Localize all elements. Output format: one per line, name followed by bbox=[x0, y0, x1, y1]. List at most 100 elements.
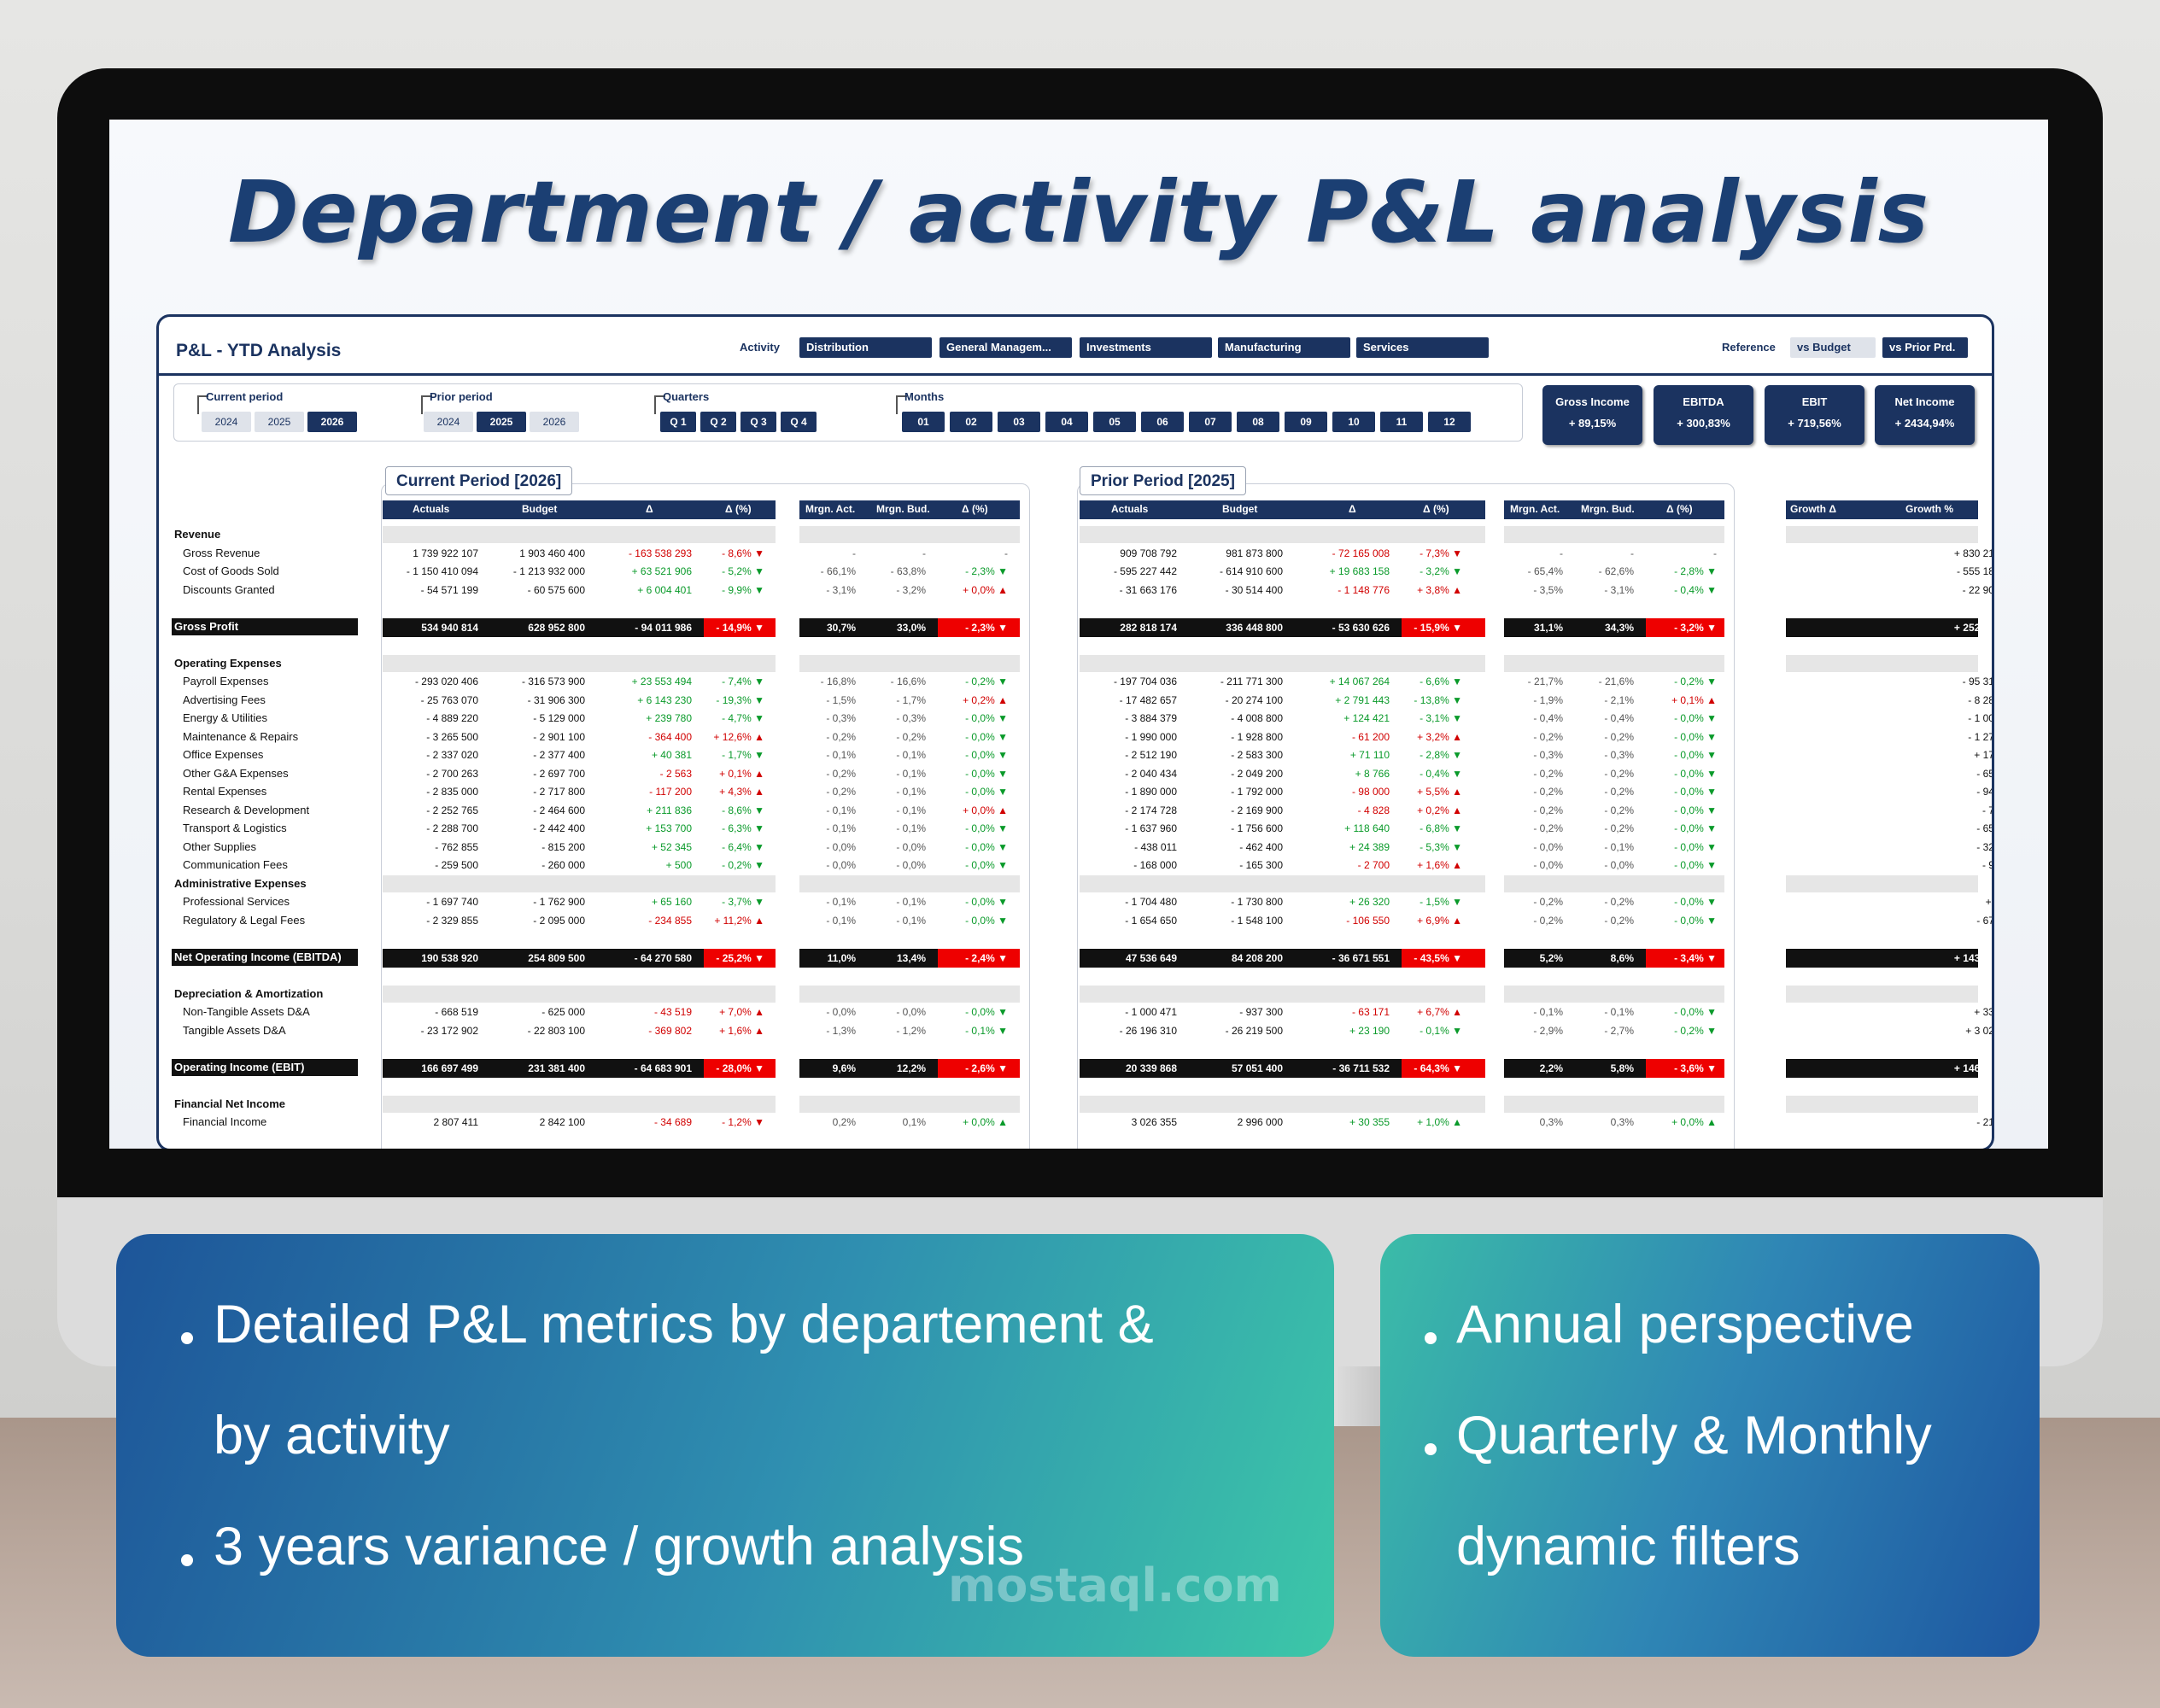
section-band bbox=[1080, 985, 1485, 1003]
growth-value: + 3 023 409 bbox=[1965, 1024, 1994, 1037]
current-value: - 0,2% ▼ bbox=[722, 859, 764, 871]
growth-header-bar bbox=[1786, 500, 1978, 519]
quarter-button[interactable]: Q 4 bbox=[781, 412, 817, 432]
prior-margin-value: - 0,1% bbox=[1604, 1006, 1634, 1018]
section-label: Administrative Expenses bbox=[174, 876, 307, 890]
month-button[interactable]: 04 bbox=[1045, 412, 1088, 432]
activity-chip[interactable]: Distribution bbox=[799, 337, 932, 358]
prior-margin-value: - 0,0% ▼ bbox=[1674, 786, 1717, 798]
prior-value: - 1 756 600 bbox=[1231, 822, 1283, 834]
prior-value: - 2 169 900 bbox=[1231, 804, 1283, 816]
subtotal-highlight bbox=[1646, 948, 1724, 968]
current-value: + 52 345 bbox=[651, 840, 692, 853]
prior-margin-value: - 0,0% ▼ bbox=[1674, 896, 1717, 908]
month-button[interactable]: 06 bbox=[1141, 412, 1184, 432]
quarter-button[interactable]: Q 2 bbox=[700, 412, 736, 432]
subtotal-value: 5,2% bbox=[1539, 951, 1563, 964]
month-button[interactable]: 08 bbox=[1237, 412, 1279, 432]
current-value: - 234 855 bbox=[648, 914, 692, 927]
prior-value: + 19 683 158 bbox=[1329, 565, 1390, 577]
prior-value: + 5,5% ▲ bbox=[1417, 786, 1462, 798]
current-margin-value: - 0,1% bbox=[896, 822, 926, 834]
activity-chip[interactable]: General Managem... bbox=[940, 337, 1072, 358]
current-value: - 4 889 220 bbox=[426, 712, 478, 724]
month-button[interactable]: 09 bbox=[1285, 412, 1327, 432]
month-button[interactable]: 12 bbox=[1428, 412, 1471, 432]
prior-value: - 2 040 434 bbox=[1125, 767, 1177, 780]
line-item-label: Office Expenses bbox=[183, 748, 264, 761]
month-button[interactable]: 01 bbox=[902, 412, 945, 432]
kpi-card: EBITDA + 300,83% bbox=[1654, 385, 1753, 445]
prior-value: + 118 640 bbox=[1344, 822, 1390, 834]
subtotal-value: 30,7% bbox=[826, 621, 856, 634]
prior-margin-value: - 0,0% ▼ bbox=[1674, 749, 1717, 761]
month-button[interactable]: 02 bbox=[950, 412, 992, 432]
prior-value: 3 026 355 bbox=[1131, 1116, 1177, 1128]
prior-margin-value: - 3,5% bbox=[1533, 583, 1563, 596]
current-value: - 668 519 bbox=[435, 1006, 478, 1018]
prior-period-button[interactable]: 2026 bbox=[530, 412, 579, 432]
subtotal-highlight bbox=[1646, 1058, 1724, 1078]
prior-value: + 124 421 bbox=[1343, 712, 1390, 724]
month-label: Months bbox=[904, 390, 945, 403]
line-item-label: Professional Services bbox=[183, 895, 290, 908]
current-value: - 9,9% ▼ bbox=[722, 583, 764, 596]
current-value: - 625 000 bbox=[541, 1006, 585, 1018]
current-margin-value: - 0,2% ▼ bbox=[965, 676, 1008, 687]
kpi-value: + 2434,94% bbox=[1894, 417, 1955, 430]
current-margin-value: - 0,1% bbox=[826, 914, 856, 927]
kpi-card: Net Income + 2434,94% bbox=[1875, 385, 1975, 445]
growth-value: - 675 205 bbox=[1976, 914, 1994, 927]
month-button[interactable]: 10 bbox=[1332, 412, 1375, 432]
prior-margin-value: - 0,4% bbox=[1533, 712, 1563, 724]
subtotal-value: 34,3% bbox=[1604, 621, 1634, 634]
prior-value: + 6,7% ▲ bbox=[1417, 1006, 1462, 1018]
month-button[interactable]: 11 bbox=[1380, 412, 1423, 432]
current-period-button[interactable]: 2026 bbox=[307, 412, 357, 432]
quarter-button[interactable]: Q 1 bbox=[660, 412, 696, 432]
feature-left-item: 3 years variance / growth analysis bbox=[214, 1517, 1024, 1576]
dashboard-title: P&L - YTD Analysis bbox=[176, 341, 342, 360]
line-item-label: Transport & Logistics bbox=[183, 822, 287, 834]
current-value: + 0,1% ▲ bbox=[719, 767, 764, 780]
reference-vs-budget[interactable]: vs Budget bbox=[1790, 337, 1876, 358]
current-margin-value: - 0,0% ▼ bbox=[965, 712, 1008, 724]
current-margin-value: - 0,0% ▼ bbox=[965, 840, 1008, 853]
month-button[interactable]: 07 bbox=[1189, 412, 1232, 432]
hdr-margin-act: Mrgn. Act. bbox=[805, 503, 856, 515]
section-band bbox=[383, 654, 776, 672]
subtotal-value: - 14,9% ▼ bbox=[716, 621, 764, 634]
month-button[interactable]: 03 bbox=[998, 412, 1040, 432]
current-margin-value: - 0,0% ▼ bbox=[965, 914, 1008, 927]
hdr-margin-delta: Δ (%) bbox=[962, 503, 988, 515]
current-value: - 2 717 800 bbox=[533, 786, 585, 798]
prior-margin-header-bar bbox=[1504, 500, 1724, 519]
prior-value: + 14 067 264 bbox=[1329, 676, 1390, 687]
prior-period-button[interactable]: 2025 bbox=[477, 412, 526, 432]
line-item-label: Cost of Goods Sold bbox=[183, 564, 279, 577]
current-margin-value: - 0,2% bbox=[826, 786, 856, 798]
quarter-button[interactable]: Q 3 bbox=[740, 412, 776, 432]
activity-chip[interactable]: Investments bbox=[1080, 337, 1212, 358]
subtotal-highlight bbox=[704, 948, 776, 968]
prior-period-button[interactable]: 2024 bbox=[424, 412, 473, 432]
kpi-value: + 89,15% bbox=[1568, 417, 1617, 430]
activity-chip[interactable]: Manufacturing bbox=[1218, 337, 1350, 358]
current-period-button[interactable]: 2025 bbox=[255, 412, 304, 432]
hdr-budget: Budget bbox=[522, 503, 558, 515]
activity-chip[interactable]: Services bbox=[1356, 337, 1489, 358]
current-value: + 11,2% ▲ bbox=[714, 914, 764, 927]
prior-margin-value: - 0,2% bbox=[1533, 822, 1563, 834]
current-margin-value: - 1,7% bbox=[896, 693, 926, 706]
current-value: + 153 700 bbox=[646, 822, 692, 834]
prior-margin-value: - bbox=[1713, 547, 1717, 559]
feature-right-item: Quarterly & Monthly bbox=[1456, 1406, 1932, 1465]
kpi-label: Gross Income bbox=[1555, 395, 1630, 408]
month-button[interactable]: 05 bbox=[1093, 412, 1136, 432]
current-value: - 762 855 bbox=[435, 840, 478, 853]
current-period-button[interactable]: 2024 bbox=[202, 412, 251, 432]
reference-vs-prior[interactable]: vs Prior Prd. bbox=[1882, 337, 1968, 358]
section-band bbox=[383, 985, 776, 1003]
prior-value: - 1,5% ▼ bbox=[1420, 896, 1462, 908]
feature-left-item: by activity bbox=[214, 1406, 450, 1465]
